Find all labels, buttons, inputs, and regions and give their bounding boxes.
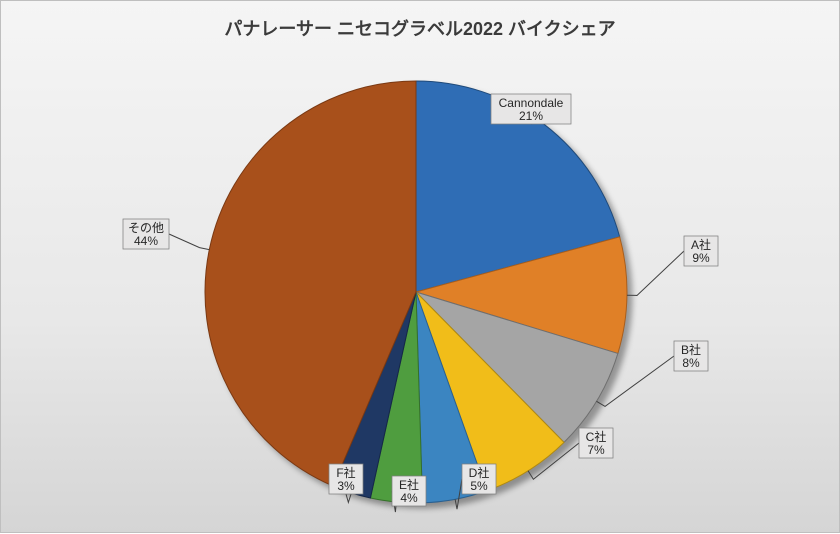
pie-chart: Cannondale21% A社9% B社8% C社7% D社5% E社4% F社3% その他… [1,1,840,534]
label-name-7: その他 [128,221,164,235]
chart-container: パナレーサー ニセコグラベル2022 バイクシェア Cannondale21%A… [0,0,840,533]
label-percent-1: 9% [692,251,710,265]
label-percent-7: 44% [134,234,158,248]
label-percent-4: 5% [470,479,488,493]
label-percent-0: 21% [519,109,543,123]
label-percent-3: 7% [587,443,605,457]
label-name-2: B社 [681,342,701,357]
label-name-3: C社 [586,429,607,444]
label-name-0: Cannondale [499,96,564,110]
label-percent-6: 3% [337,479,355,493]
pie-slices [205,81,627,503]
label-leader-1 [627,251,684,295]
label-name-5: E社 [399,477,419,492]
label-name-6: F社 [336,465,355,480]
label-name-1: A社 [691,237,711,252]
label-percent-5: 4% [400,491,418,505]
label-name-4: D社 [469,465,490,480]
label-leader-7 [169,234,209,250]
label-percent-2: 8% [682,356,700,370]
